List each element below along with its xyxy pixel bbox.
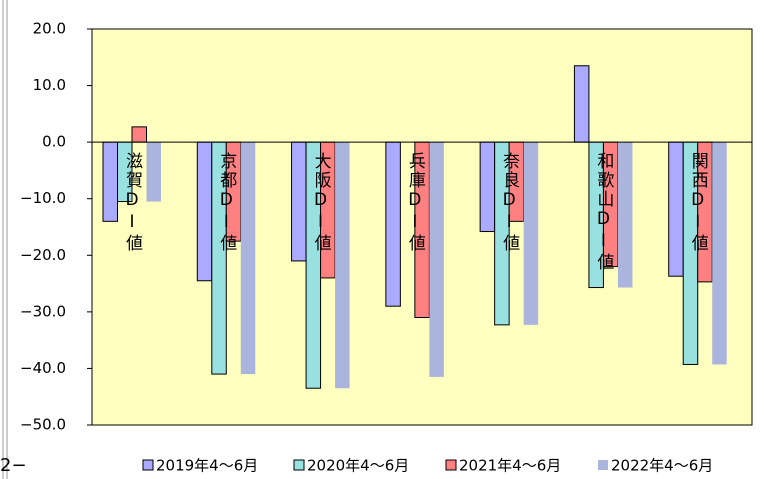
- y-tick-label: −50.0: [20, 416, 66, 434]
- bar: [146, 142, 161, 202]
- bar: [429, 142, 444, 377]
- y-tick-label: −30.0: [20, 302, 66, 320]
- bar: [617, 142, 633, 288]
- bar: [291, 141, 307, 262]
- legend-label: 2020年4～6月: [307, 457, 409, 475]
- bar: [196, 141, 213, 282]
- bar: [240, 142, 256, 375]
- bar: [573, 65, 590, 143]
- y-tick-label: −20.0: [20, 246, 66, 264]
- bar: [523, 142, 539, 325]
- y-tick-label: −10.0: [20, 189, 66, 207]
- category-label: 和歌山DI値: [593, 152, 614, 272]
- bar: [102, 141, 118, 222]
- bar: [131, 126, 147, 143]
- legend-label: 2019年4～6月: [156, 457, 258, 475]
- y-tick-label: 20.0: [33, 20, 66, 38]
- y-tick-label: 10.0: [33, 76, 66, 94]
- bar: [668, 141, 684, 277]
- category-label: 奈良DI値: [499, 152, 519, 253]
- y-tick-label: 0.0: [42, 133, 66, 151]
- category-label: 滋賀DI値: [122, 152, 143, 253]
- legend-swatch: [142, 459, 154, 471]
- legend-label: 2021年4～6月: [459, 457, 561, 475]
- legend-swatch: [445, 459, 457, 471]
- legend-label: 2022年4～6月: [611, 457, 713, 475]
- category-label: 関西DI値: [688, 152, 709, 253]
- category-label: 大阪DI値: [311, 152, 332, 253]
- bar: [479, 141, 496, 233]
- category-label: 兵庫DI値: [405, 152, 426, 253]
- legend-swatch: [598, 460, 608, 470]
- annotation: 2−: [0, 455, 27, 476]
- bar: [712, 142, 727, 365]
- bar: [335, 142, 350, 389]
- bar: [385, 141, 401, 307]
- category-label: 京都DI値: [216, 152, 237, 253]
- legend-swatch: [293, 459, 305, 471]
- y-tick-label: −40.0: [20, 359, 66, 377]
